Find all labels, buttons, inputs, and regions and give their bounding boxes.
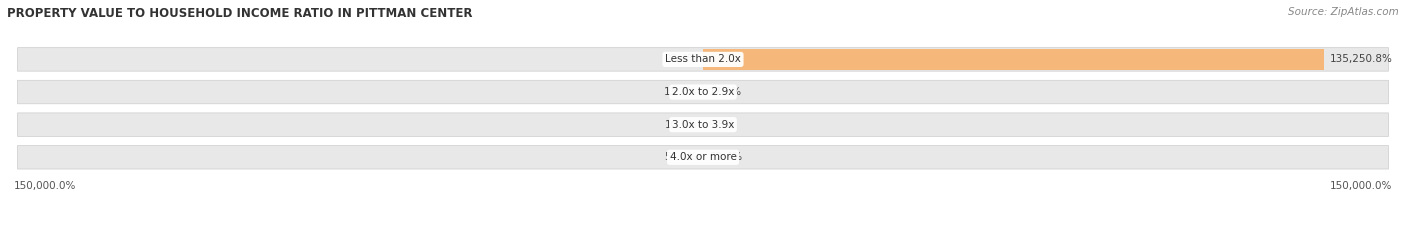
Text: 10.5%: 10.5% <box>665 120 697 130</box>
Text: 4.0x or more: 4.0x or more <box>669 152 737 162</box>
Text: Source: ZipAtlas.com: Source: ZipAtlas.com <box>1288 7 1399 17</box>
FancyBboxPatch shape <box>17 113 1389 136</box>
Text: 52.4%: 52.4% <box>709 152 742 162</box>
FancyBboxPatch shape <box>17 48 1389 71</box>
Text: 150,000.0%: 150,000.0% <box>1330 181 1392 191</box>
Text: PROPERTY VALUE TO HOUSEHOLD INCOME RATIO IN PITTMAN CENTER: PROPERTY VALUE TO HOUSEHOLD INCOME RATIO… <box>7 7 472 20</box>
Text: 13.2%: 13.2% <box>664 87 697 97</box>
Text: 150,000.0%: 150,000.0% <box>14 181 76 191</box>
Text: 3.0x to 3.9x: 3.0x to 3.9x <box>672 120 734 130</box>
FancyBboxPatch shape <box>17 80 1389 104</box>
Text: 2.0x to 2.9x: 2.0x to 2.9x <box>672 87 734 97</box>
Bar <box>703 49 1324 69</box>
Text: 22.4%: 22.4% <box>664 55 697 64</box>
Text: 135,250.8%: 135,250.8% <box>1330 55 1392 64</box>
Text: Less than 2.0x: Less than 2.0x <box>665 55 741 64</box>
Text: 17.5%: 17.5% <box>709 87 742 97</box>
Text: 9.5%: 9.5% <box>709 120 735 130</box>
FancyBboxPatch shape <box>17 146 1389 169</box>
Text: 54.0%: 54.0% <box>664 152 697 162</box>
